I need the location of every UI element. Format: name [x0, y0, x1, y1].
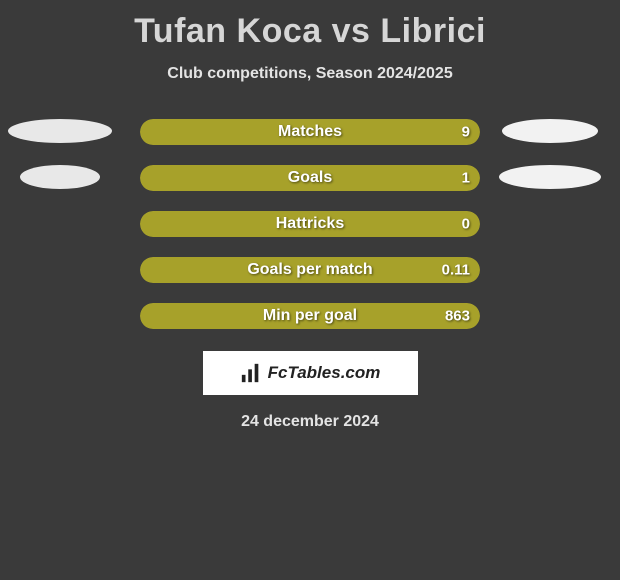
stat-row: Hattricks0: [140, 211, 480, 237]
player1-name: Tufan Koca: [134, 12, 322, 50]
bar-left: [140, 165, 259, 191]
bar-right: [310, 257, 480, 283]
comparison-area: Matches9 Goals1 Hattricks0 Goals per match0…: [0, 119, 620, 329]
date-text: 24 december 2024: [0, 413, 620, 431]
stat-row: Min per goal863: [140, 303, 480, 329]
bar-right: [310, 211, 480, 237]
bar-chart-icon: [240, 362, 262, 384]
branding-logo: FcTables.com: [203, 351, 418, 395]
stat-row: Goals1: [140, 165, 480, 191]
bar-right: [286, 119, 480, 145]
left-ellipse: [20, 165, 100, 189]
bar-left: [140, 257, 310, 283]
right-ellipse: [499, 165, 601, 189]
bar-left: [140, 211, 310, 237]
subtitle: Club competitions, Season 2024/2025: [0, 65, 620, 83]
right-ellipse: [502, 119, 598, 143]
bar-left: [140, 303, 310, 329]
bar-track: [140, 211, 480, 237]
vs-text: vs: [332, 12, 371, 50]
bar-right: [259, 165, 480, 191]
bar-track: [140, 119, 480, 145]
bar-track: [140, 303, 480, 329]
bar-track: [140, 165, 480, 191]
branding-text: FcTables.com: [268, 363, 381, 383]
stat-row: Matches9: [140, 119, 480, 145]
bar-right: [310, 303, 480, 329]
bar-track: [140, 257, 480, 283]
page-title: Tufan Koca vs Librici: [0, 0, 620, 51]
bar-left: [140, 119, 286, 145]
stat-row: Goals per match0.11: [140, 257, 480, 283]
stat-rows: Matches9 Goals1 Hattricks0 Goals per match0…: [140, 119, 480, 329]
left-ellipse: [8, 119, 112, 143]
player2-name: Librici: [380, 12, 486, 50]
